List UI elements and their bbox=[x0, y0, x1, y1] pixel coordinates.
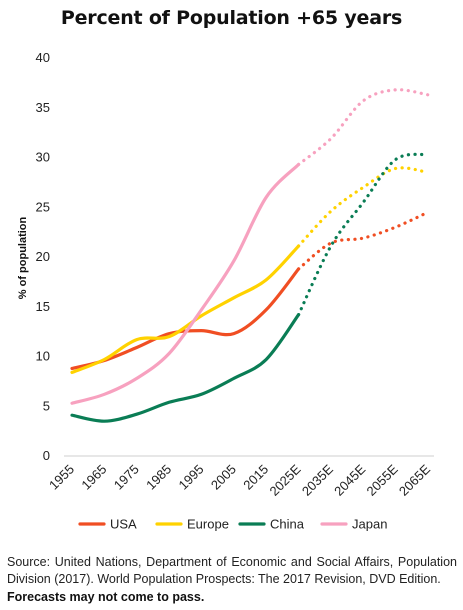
legend-label-usa: USA bbox=[110, 517, 137, 532]
x-tick-label: 2005 bbox=[208, 462, 239, 493]
series-europe-forecast-line bbox=[296, 166, 430, 248]
series-china-line bbox=[70, 313, 301, 423]
y-axis-label: % of population bbox=[17, 216, 29, 299]
y-tick-label: 5 bbox=[43, 398, 50, 413]
legend-label-china: China bbox=[270, 517, 305, 532]
x-tick-label: 2065E bbox=[396, 461, 433, 498]
y-tick-label: 40 bbox=[36, 50, 50, 65]
y-tick-label: 10 bbox=[36, 349, 50, 364]
y-tick-label: 15 bbox=[36, 299, 50, 314]
y-tick-label: 20 bbox=[36, 249, 50, 264]
x-tick-label: 1975 bbox=[111, 462, 142, 493]
source-note: Source: United Nations, Department of Ec… bbox=[7, 555, 457, 586]
legend-label-europe: Europe bbox=[187, 517, 229, 532]
chart-title: Percent of Population +65 years bbox=[60, 7, 403, 29]
legend-label-japan: Japan bbox=[352, 517, 387, 532]
x-tick-label: 2045E bbox=[331, 461, 368, 498]
series-europe-line bbox=[70, 244, 301, 375]
y-tick-label: 25 bbox=[36, 199, 50, 214]
series-usa-forecast-line bbox=[296, 210, 430, 271]
x-tick-label: 2035E bbox=[299, 461, 336, 498]
forecast-disclaimer: Forecasts may not come to pass. bbox=[7, 590, 205, 604]
x-tick-label: 2055E bbox=[364, 461, 401, 498]
y-axis: 0 5 10 15 20 25 30 35 40 bbox=[36, 50, 50, 463]
series-layer bbox=[70, 88, 430, 423]
x-tick-label: 1985 bbox=[143, 462, 174, 493]
y-tick-label: 35 bbox=[36, 100, 50, 115]
x-tick-label: 1995 bbox=[176, 462, 207, 493]
y-tick-label: 30 bbox=[36, 150, 50, 165]
x-tick-label: 1955 bbox=[46, 462, 77, 493]
series-japan-forecast-line bbox=[296, 88, 430, 167]
x-tick-label: 1965 bbox=[78, 462, 109, 493]
x-axis: 1955 1965 1975 1985 1995 2005 20152025E2035E20… bbox=[46, 455, 434, 499]
legend: USA Europe China Japan bbox=[78, 517, 387, 532]
x-tick-label: 2025E bbox=[266, 461, 303, 498]
series-china-forecast-line bbox=[296, 152, 430, 317]
series-japan-line bbox=[70, 162, 301, 405]
y-tick-label: 0 bbox=[43, 448, 50, 463]
series-usa-line bbox=[70, 267, 301, 371]
line-chart: 0 5 10 15 20 25 30 35 40 1955 1965 1975 1985 1995 200… bbox=[17, 50, 434, 532]
